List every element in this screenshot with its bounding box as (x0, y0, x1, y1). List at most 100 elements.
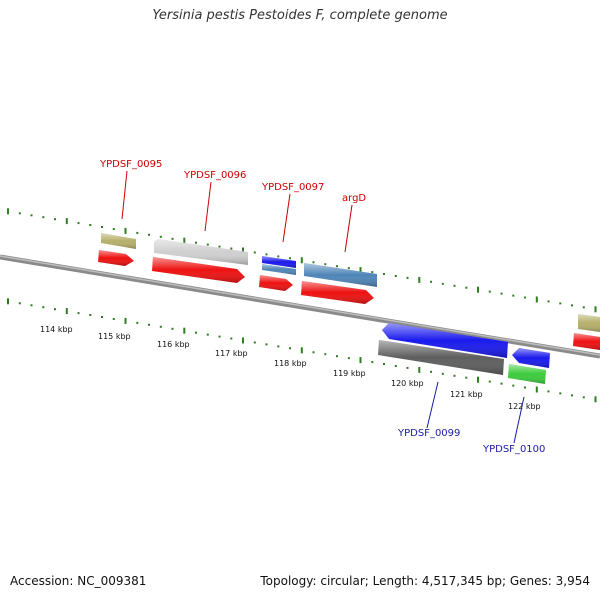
bottom-track-major-tick (477, 376, 479, 383)
top-track-minor-tick (112, 228, 115, 230)
gene-label-ypdsf-0095[interactable]: YPDSF_0095 (99, 159, 162, 170)
top-track-minor-tick (89, 224, 92, 226)
bottom-track-minor-tick (559, 392, 562, 395)
bottom-track-minor-tick (148, 323, 150, 326)
bottom-track-minor-tick (171, 327, 174, 330)
feature-gloss-0099b (378, 340, 504, 375)
gene-label-ypdsf-0097[interactable]: YPDSF_0097 (261, 182, 324, 193)
bottom-track-major-tick (7, 298, 9, 305)
top-track-major-tick (242, 247, 244, 254)
bottom-track-major-tick (65, 308, 68, 315)
leader-ypdsf-0100 (513, 396, 525, 444)
bottom-track-major-tick (300, 347, 303, 354)
feature-gloss-edge (578, 314, 600, 332)
top-track-minor-tick (253, 251, 256, 254)
top-track-minor-tick (324, 263, 327, 266)
bottom-track-minor-tick (571, 394, 573, 397)
gene-label-ypdsf-0100[interactable]: YPDSF_0100 (482, 444, 545, 455)
bottom-track-minor-tick (253, 341, 256, 344)
bottom-track-minor-tick (336, 355, 338, 358)
bottom-track-minor-tick (347, 357, 350, 360)
top-track-minor-tick (512, 294, 515, 297)
top-track-major-tick (65, 218, 68, 225)
leader-ypdsf-0099 (426, 381, 439, 429)
leader-argd (344, 204, 353, 253)
top-track-minor-tick (30, 214, 33, 217)
gene-labels: YPDSF_0095 YPDSF_0096 YPDSF_0097 argD YP… (99, 159, 545, 455)
top-track-minor-tick (136, 231, 139, 234)
genome-summary-text: Topology: circular; Length: 4,517,345 bp… (260, 574, 590, 588)
bottom-track-minor-tick (324, 353, 327, 356)
cds-gloss-0097 (259, 275, 293, 291)
top-track-minor-tick (559, 302, 562, 305)
bottom-track-minor-tick (453, 374, 456, 377)
cds-gloss-edge (573, 333, 600, 350)
bottom-track-minor-tick (312, 351, 315, 354)
bottom-track-minor-tick (441, 372, 444, 375)
gene-features-top (98, 233, 600, 350)
bottom-track-minor-tick (30, 304, 33, 307)
gene-label-ypdsf-0096[interactable]: YPDSF_0096 (183, 170, 246, 181)
top-track-minor-tick (206, 243, 209, 246)
leader-ypdsf-0096 (204, 181, 212, 232)
top-track-minor-tick (394, 275, 397, 277)
top-track-minor-tick (336, 265, 338, 268)
scale-label-119: 119 kbp (333, 369, 366, 378)
top-track-major-tick (359, 267, 362, 274)
scale-labels: 114 kbp 115 kbp 116 kbp 117 kbp 118 kbp … (40, 325, 541, 411)
feature-gloss-0100a (512, 348, 550, 368)
map-title: Yersinia pestis Pestoides F, complete ge… (152, 8, 448, 23)
top-track-major-tick (300, 257, 303, 264)
gene-label-argd[interactable]: argD (342, 193, 366, 204)
bottom-track-minor-tick (218, 335, 221, 338)
bottom-track-minor-tick (512, 384, 515, 387)
gene-label-ypdsf-0099[interactable]: YPDSF_0099 (397, 428, 460, 439)
genome-backbone (0, 254, 600, 359)
cds-gloss-0096 (152, 257, 245, 283)
top-track-minor-tick (148, 233, 150, 236)
scale-label-117: 117 kbp (215, 349, 248, 358)
backbone-inner-line (0, 255, 600, 356)
top-track-minor-tick (524, 296, 526, 299)
tick-track-bottom (7, 298, 597, 403)
top-track-minor-tick (218, 245, 221, 248)
bottom-track-minor-tick (265, 343, 268, 346)
bottom-track-minor-tick (524, 386, 526, 389)
bottom-track-minor-tick (289, 347, 291, 350)
bottom-track-major-tick (242, 337, 244, 344)
bottom-track-minor-tick (465, 376, 468, 379)
feature-gloss-argd (304, 263, 377, 287)
top-track-minor-tick (488, 290, 491, 293)
top-track-minor-tick (230, 247, 233, 250)
top-track-major-tick (535, 296, 538, 303)
scale-label-114: 114 kbp (40, 325, 73, 334)
bottom-track-major-tick (535, 386, 538, 393)
gene-features-bottom (378, 323, 550, 384)
bottom-track-minor-tick (18, 302, 21, 305)
top-track-minor-tick (277, 255, 280, 258)
top-track-minor-tick (265, 253, 268, 256)
top-track-minor-tick (54, 218, 56, 221)
scale-label-122: 122 kbp (508, 402, 541, 411)
bottom-track-major-tick (359, 357, 362, 364)
top-track-minor-tick (42, 216, 45, 219)
scale-label-120: 120 kbp (391, 379, 424, 388)
top-track-minor-tick (383, 273, 385, 275)
top-track-major-tick (594, 306, 597, 313)
top-track-minor-tick (171, 237, 174, 240)
feature-gloss-0100b (508, 364, 546, 384)
top-track-minor-tick (312, 261, 315, 264)
leader-ypdsf-0095 (121, 170, 128, 220)
bottom-track-minor-tick (136, 321, 139, 324)
bottom-track-minor-tick (383, 363, 385, 365)
top-track-minor-tick (101, 226, 103, 228)
bottom-track-minor-tick (77, 312, 80, 315)
top-track-minor-tick (430, 280, 432, 283)
bottom-track-minor-tick (54, 308, 56, 311)
scale-label-121: 121 kbp (450, 390, 483, 399)
bottom-track-minor-tick (430, 370, 432, 373)
bottom-track-minor-tick (42, 306, 45, 309)
top-track-minor-tick (347, 267, 350, 270)
top-track-minor-tick (571, 304, 573, 307)
top-track-minor-tick (18, 212, 21, 215)
